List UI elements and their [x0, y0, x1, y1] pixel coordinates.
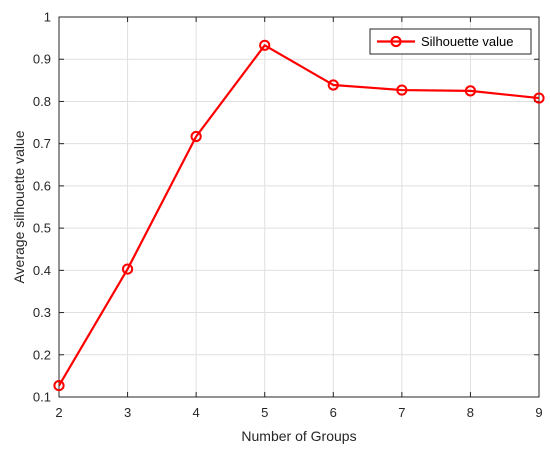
- x-tick-label: 5: [261, 405, 268, 420]
- x-tick-label: 8: [467, 405, 474, 420]
- y-tick-label: 0.8: [33, 94, 51, 109]
- y-tick-label: 0.6: [33, 178, 51, 193]
- data-point-marker: [259, 39, 271, 51]
- data-point-marker: [53, 380, 65, 392]
- legend-label: Silhouette value: [421, 34, 514, 49]
- x-tick-label: 7: [398, 405, 405, 420]
- x-tick-label: 2: [55, 405, 62, 420]
- plot-frame: [58, 16, 540, 398]
- legend-marker: [390, 35, 402, 48]
- series-layer: [53, 39, 545, 392]
- y-tick-label: 0.2: [33, 347, 51, 362]
- data-point-marker: [533, 92, 545, 104]
- series-line: [58, 44, 540, 387]
- y-tick-label: 0.9: [33, 52, 51, 67]
- data-point-marker: [327, 79, 339, 91]
- x-axis-label: Number of Groups: [241, 428, 356, 444]
- x-tick-label: 9: [535, 405, 542, 420]
- axis-ticks: 2 3 4 5 6 7 8 9 0.1 0.2 0.3 0.4 0.5 0.6 0.7 0.8 0.9 1: [33, 10, 543, 421]
- data-point-marker: [121, 263, 134, 275]
- grid: [58, 16, 540, 398]
- data-point-marker: [464, 85, 477, 97]
- y-tick-label: 0.5: [33, 221, 51, 236]
- y-tick-label: 0.4: [33, 263, 51, 278]
- y-axis-label: Average silhouette value: [11, 130, 27, 283]
- y-tick-label: 0.1: [33, 390, 51, 405]
- x-tick-label: 6: [330, 405, 337, 420]
- data-point-marker: [396, 84, 408, 96]
- x-tick-label: 4: [193, 405, 200, 420]
- legend: Silhouette value: [369, 28, 532, 55]
- data-point-marker: [190, 130, 202, 143]
- y-tick-label: 0.7: [33, 136, 51, 151]
- x-tick-label: 3: [124, 405, 131, 420]
- y-tick-label: 0.3: [33, 305, 51, 320]
- y-tick-label: 1: [44, 10, 51, 25]
